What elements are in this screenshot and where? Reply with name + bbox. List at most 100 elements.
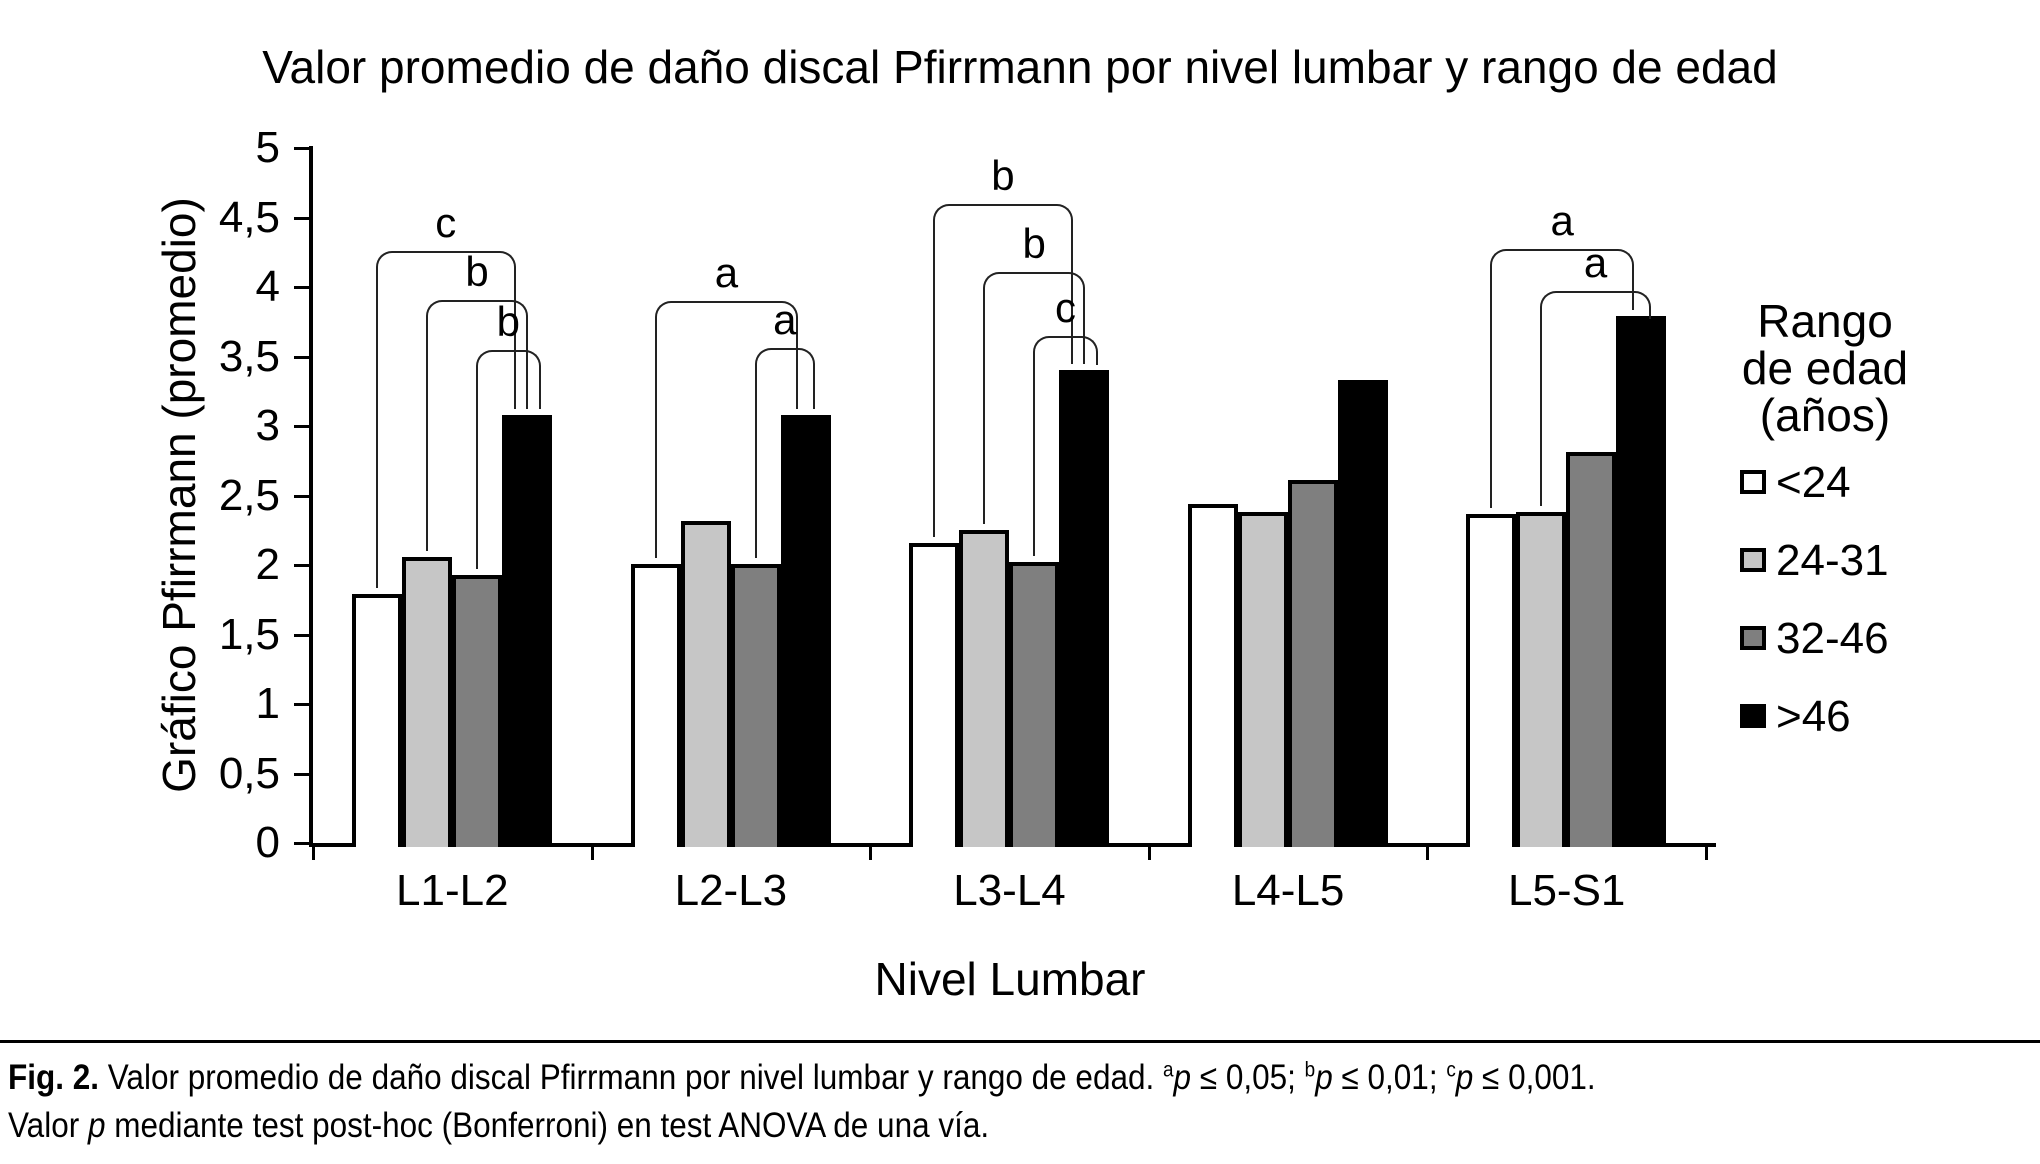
bracket-leg <box>513 278 518 409</box>
figure-caption: Fig. 2. Valor promedio de daño discal Pf… <box>8 1058 2038 1154</box>
y-tick-label: 1 <box>255 679 280 728</box>
significance-bracket <box>426 299 528 328</box>
bar-L3-L4->46 <box>1059 370 1110 847</box>
x-category-label: L2-L3 <box>674 866 788 915</box>
y-tick-label: 4 <box>255 262 280 311</box>
bar-L1-L2->46 <box>502 414 552 847</box>
y-tick <box>294 425 309 428</box>
significance-bracket <box>1490 249 1635 278</box>
significance-bracket <box>983 271 1086 300</box>
bracket-leg <box>1490 277 1494 508</box>
bar-L4-L5-32-46 <box>1287 480 1338 847</box>
x-category-label: L3-L4 <box>953 866 1066 915</box>
y-axis-line <box>309 146 313 847</box>
caption-text: p <box>1173 1058 1192 1097</box>
legend-title-line: de edad <box>1741 342 1909 394</box>
y-tick <box>294 286 309 289</box>
legend-title: Rango de edad (años) <box>1700 298 1950 439</box>
y-tick <box>294 494 309 498</box>
x-tick <box>869 847 873 860</box>
significance-bracket <box>754 348 815 377</box>
bar-L2-L3-<24 <box>630 563 681 847</box>
bracket-leg <box>933 231 937 537</box>
y-tick-label: 1,5 <box>218 609 280 659</box>
bracket-leg <box>1095 363 1100 365</box>
y-tick-label: 5 <box>255 123 280 172</box>
x-axis-title: Nivel Lumbar <box>874 953 1146 1005</box>
bar-L4-L5->46 <box>1337 380 1388 847</box>
caption-line: Valor p mediante test post-hoc (Bonferro… <box>8 1106 1835 1146</box>
caption-text: mediante test post-hoc (Bonferroni) en t… <box>105 1106 990 1145</box>
significance-bracket <box>1540 291 1651 320</box>
x-category-label: L1-L2 <box>396 866 509 915</box>
legend: Rango de edad (años) <24 24-31 32-46 >46 <box>1700 298 2000 741</box>
y-tick-label: 0,5 <box>218 748 280 798</box>
x-category-label: L5-S1 <box>1507 866 1626 915</box>
bar-L2-L3-24-31 <box>680 520 731 847</box>
legend-swatch-<24 <box>1740 470 1766 494</box>
bracket-label: a <box>1550 197 1574 245</box>
y-tick <box>294 633 309 637</box>
legend-item-label: 32-46 <box>1776 614 1889 663</box>
bracket-leg <box>1540 319 1544 507</box>
y-tick-label: 0 <box>255 818 280 867</box>
bar-L2-L3->46 <box>780 414 831 847</box>
y-tick <box>294 147 309 150</box>
bar-L3-L4-24-31 <box>959 530 1010 847</box>
legend-swatch-32-46 <box>1740 626 1766 650</box>
caption-text: p <box>1455 1058 1474 1097</box>
caption-text: ≤ 0,05; <box>1191 1058 1305 1097</box>
caption-text: ≤ 0,01; <box>1332 1058 1447 1097</box>
significance-bracket <box>654 300 799 329</box>
bracket-leg <box>376 278 380 589</box>
bracket-label: c <box>1054 283 1076 331</box>
bar-L3-L4-<24 <box>909 542 960 847</box>
bracket-leg <box>1632 277 1636 311</box>
caption-text: b <box>1304 1058 1316 1082</box>
bracket-leg <box>812 376 817 409</box>
bracket-leg <box>1083 299 1087 365</box>
bracket-leg <box>1033 363 1037 557</box>
x-category-label: L4-L5 <box>1231 866 1345 915</box>
bracket-leg <box>754 376 759 558</box>
bracket-leg <box>476 377 480 569</box>
caption-text: p <box>1315 1058 1333 1097</box>
bar-L1-L2-24-31 <box>402 556 452 847</box>
caption-text: ≤ 0,001. <box>1473 1058 1596 1097</box>
bracket-label: c <box>435 198 457 246</box>
y-tick <box>294 772 309 776</box>
y-tick <box>294 355 309 359</box>
x-tick <box>1705 847 1708 860</box>
y-tick <box>294 703 309 706</box>
bracket-label: a <box>1583 239 1608 287</box>
caption-text: Valor <box>8 1106 88 1145</box>
legend-item-label: <24 <box>1776 458 1851 507</box>
legend-title-line: (años) <box>1759 389 1891 441</box>
bar-L5-S1-24-31 <box>1516 512 1567 847</box>
chart-title: Valor promedio de daño discal Pfirrmann … <box>262 41 1778 93</box>
y-tick <box>294 842 309 845</box>
caption-line: Fig. 2. Valor promedio de daño discal Pf… <box>8 1058 1835 1098</box>
significance-bracket <box>933 203 1073 232</box>
caption-text: c <box>1446 1058 1456 1082</box>
bracket-label: a <box>773 296 797 344</box>
legend-swatch-24-31 <box>1740 548 1766 572</box>
caption-text: p <box>87 1106 106 1145</box>
bracket-label: b <box>1022 219 1046 267</box>
y-tick-label: 4,5 <box>218 192 280 242</box>
legend-title-line: Rango <box>1757 295 1893 347</box>
legend-item-label: 24-31 <box>1776 536 1889 585</box>
y-tick <box>294 564 309 567</box>
bar-L1-L2-32-46 <box>452 574 502 847</box>
x-tick <box>590 847 594 860</box>
y-tick-label: 3,5 <box>218 331 280 381</box>
caption-text: Valor promedio de daño discal Pfirrmann … <box>99 1058 1164 1097</box>
caption-divider <box>0 1040 2040 1043</box>
bracket-leg <box>538 377 543 409</box>
bar-L4-L5-<24 <box>1187 503 1238 847</box>
caption-text: a <box>1163 1058 1174 1082</box>
bracket-label: b <box>991 151 1015 199</box>
x-tick <box>1147 847 1151 860</box>
